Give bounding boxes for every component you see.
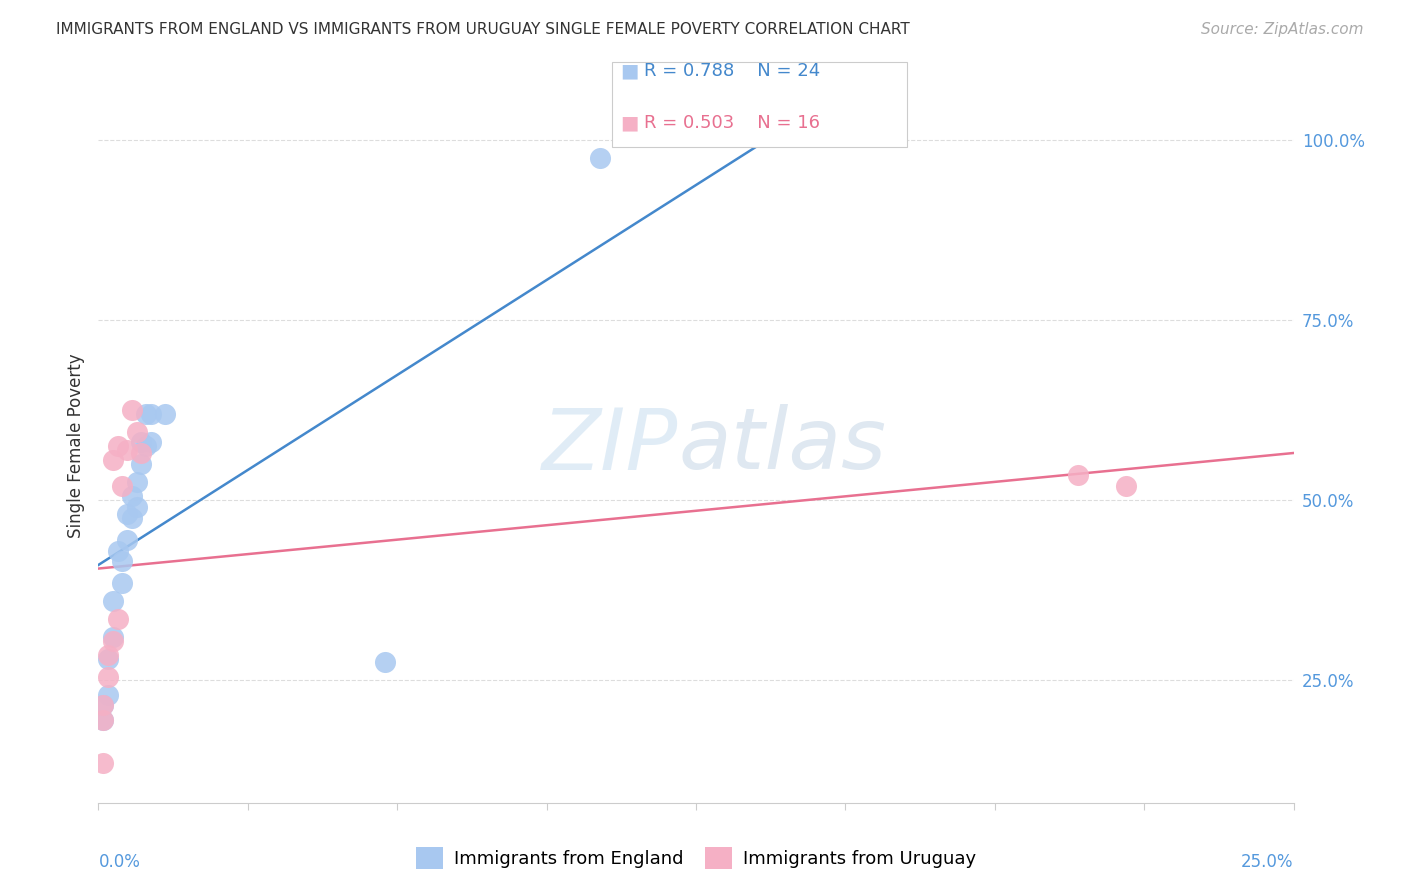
Point	[97, 688, 120, 702]
Point	[589, 151, 612, 165]
Point	[131, 457, 153, 471]
Point	[1067, 467, 1090, 482]
Legend: Immigrants from England, Immigrants from Uruguay: Immigrants from England, Immigrants from…	[409, 839, 983, 876]
Point	[125, 500, 148, 515]
Point	[107, 543, 129, 558]
Point	[107, 439, 129, 453]
Text: R = 0.788    N = 24: R = 0.788 N = 24	[644, 62, 820, 80]
Point	[121, 490, 143, 504]
Point	[139, 435, 162, 450]
Point	[101, 594, 124, 608]
Point	[97, 648, 120, 662]
Point	[139, 407, 162, 421]
Point	[155, 407, 177, 421]
Point	[91, 713, 114, 727]
Point	[115, 442, 138, 457]
Text: IMMIGRANTS FROM ENGLAND VS IMMIGRANTS FROM URUGUAY SINGLE FEMALE POVERTY CORRELA: IMMIGRANTS FROM ENGLAND VS IMMIGRANTS FR…	[56, 22, 910, 37]
Point	[101, 453, 124, 467]
Point	[1115, 478, 1137, 492]
Point	[111, 554, 134, 568]
Point	[121, 511, 143, 525]
Point	[91, 698, 114, 713]
Point	[374, 655, 396, 669]
Text: ■: ■	[620, 62, 638, 80]
Point	[111, 576, 134, 591]
Text: ■: ■	[620, 113, 638, 132]
Point	[91, 698, 114, 713]
Y-axis label: Single Female Poverty: Single Female Poverty	[66, 354, 84, 538]
Text: Source: ZipAtlas.com: Source: ZipAtlas.com	[1201, 22, 1364, 37]
Text: ZIP: ZIP	[541, 404, 678, 488]
Point	[111, 478, 134, 492]
Point	[97, 670, 120, 684]
Point	[125, 475, 148, 489]
Point	[107, 612, 129, 626]
Text: R = 0.503    N = 16: R = 0.503 N = 16	[644, 114, 820, 132]
Point	[115, 508, 138, 522]
Point	[97, 651, 120, 665]
Point	[135, 407, 157, 421]
Point	[91, 713, 114, 727]
Point	[125, 425, 148, 439]
Point	[101, 630, 124, 644]
Text: 0.0%: 0.0%	[98, 853, 141, 871]
Point	[131, 435, 153, 450]
Text: atlas: atlas	[678, 404, 886, 488]
Point	[131, 446, 153, 460]
Point	[101, 633, 124, 648]
Point	[91, 756, 114, 771]
Point	[121, 403, 143, 417]
Point	[115, 533, 138, 547]
Point	[135, 439, 157, 453]
Text: 25.0%: 25.0%	[1241, 853, 1294, 871]
